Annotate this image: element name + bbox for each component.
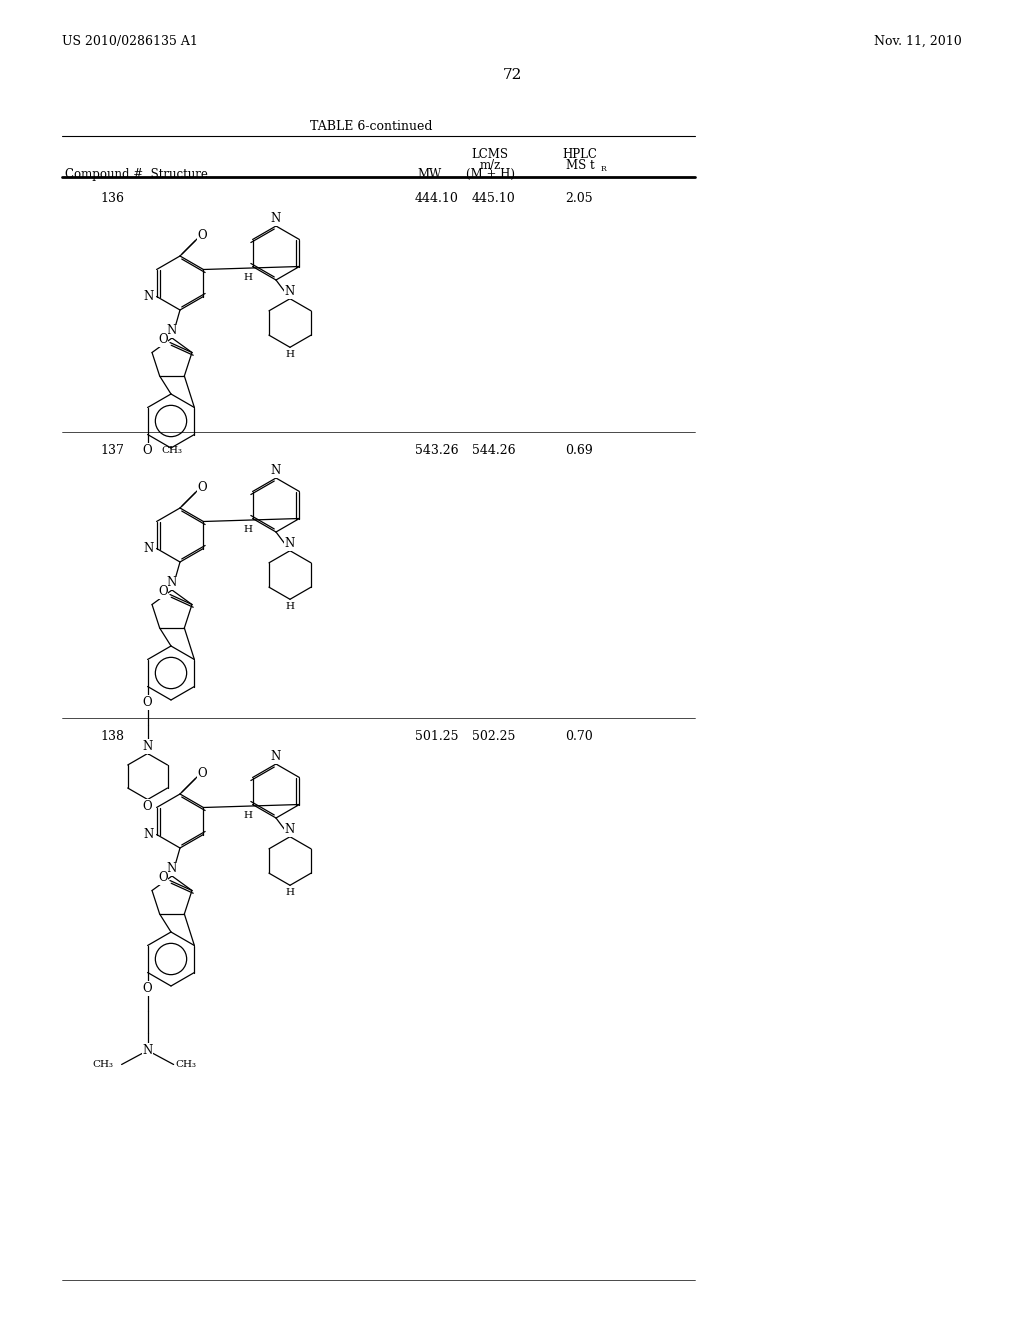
Text: 445.10: 445.10 (472, 191, 516, 205)
Text: N: N (143, 828, 154, 841)
Text: N: N (167, 325, 177, 338)
Text: TABLE 6-continued: TABLE 6-continued (310, 120, 432, 133)
Text: N: N (271, 213, 282, 226)
Text: 444.10: 444.10 (415, 191, 459, 205)
Text: O: O (158, 871, 168, 884)
Text: 136: 136 (100, 191, 124, 205)
Text: H: H (286, 888, 295, 896)
Text: US 2010/0286135 A1: US 2010/0286135 A1 (62, 36, 198, 48)
Text: (M + H): (M + H) (466, 168, 514, 181)
Text: N: N (167, 862, 177, 875)
Text: N: N (285, 537, 295, 550)
Text: 138: 138 (100, 730, 124, 743)
Text: O: O (158, 333, 168, 346)
Text: H: H (286, 602, 295, 611)
Text: 0.70: 0.70 (565, 730, 593, 743)
Text: 501.25: 501.25 (415, 730, 459, 743)
Text: 2.05: 2.05 (565, 191, 593, 205)
Text: CH₃: CH₃ (176, 1060, 197, 1069)
Text: MW: MW (418, 168, 442, 181)
Text: H: H (244, 810, 253, 820)
Text: 72: 72 (503, 69, 521, 82)
Text: 543.26: 543.26 (415, 444, 459, 457)
Text: Compound #  Structure: Compound # Structure (65, 168, 208, 181)
Text: m/z: m/z (479, 158, 501, 172)
Text: H: H (244, 272, 253, 281)
Text: Nov. 11, 2010: Nov. 11, 2010 (874, 36, 962, 48)
Text: N: N (271, 751, 282, 763)
Text: LCMS: LCMS (471, 148, 509, 161)
Text: 544.26: 544.26 (472, 444, 516, 457)
Text: MS t: MS t (565, 158, 594, 172)
Text: 0.69: 0.69 (565, 444, 593, 457)
Text: N: N (143, 290, 154, 304)
Text: N: N (143, 543, 154, 554)
Text: O: O (142, 696, 153, 709)
Text: O: O (142, 444, 153, 457)
Text: N: N (285, 824, 295, 836)
Text: N: N (271, 465, 282, 478)
Text: O: O (142, 800, 153, 813)
Text: N: N (285, 285, 295, 298)
Text: O: O (198, 228, 208, 242)
Text: O: O (198, 767, 208, 780)
Text: N: N (142, 741, 153, 752)
Text: 137: 137 (100, 444, 124, 457)
Text: O: O (142, 982, 153, 995)
Text: O: O (198, 480, 208, 494)
Text: O: O (158, 585, 168, 598)
Text: N: N (142, 1044, 153, 1057)
Text: 502.25: 502.25 (472, 730, 515, 743)
Text: H: H (244, 524, 253, 533)
Text: R: R (601, 165, 607, 173)
Text: CH₃: CH₃ (92, 1060, 114, 1069)
Text: CH₃: CH₃ (162, 446, 182, 455)
Text: N: N (167, 577, 177, 590)
Text: H: H (286, 350, 295, 359)
Text: HPLC: HPLC (562, 148, 597, 161)
